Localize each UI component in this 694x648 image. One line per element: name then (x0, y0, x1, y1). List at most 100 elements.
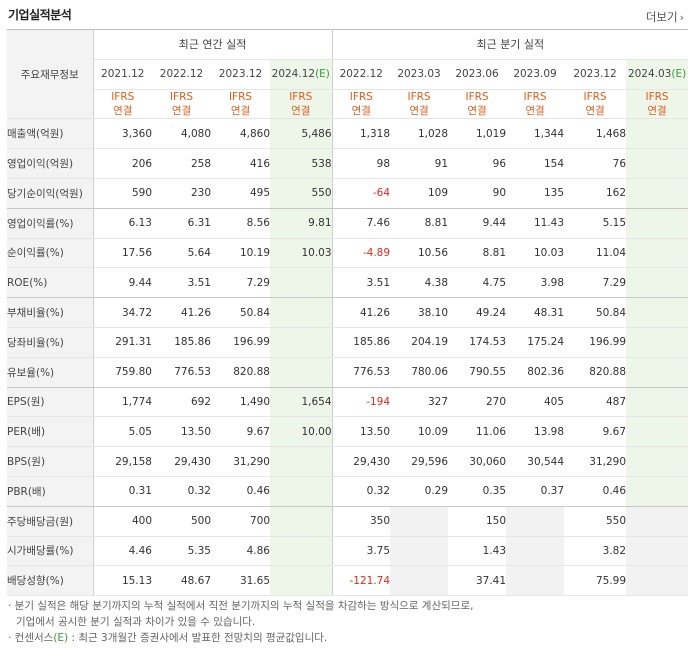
data-cell: 10.56 (390, 238, 449, 269)
data-cell: 0.37 (506, 476, 565, 507)
data-cell: 154 (506, 148, 565, 179)
data-cell: -194 (331, 387, 391, 418)
period-header: 2024.03(E) (626, 59, 689, 90)
row-label: PBR(배) (7, 476, 94, 507)
data-cell: 13.98 (506, 416, 565, 448)
basis-header: IFRS 연결 (390, 89, 449, 120)
data-cell: -4.89 (331, 238, 391, 269)
table-row: PBR(배) 0.31 0.32 0.46 0.32 0.29 0.35 0.37 0.46 (7, 476, 689, 507)
data-cell: 29,596 (390, 446, 449, 477)
more-label: 더보기 (645, 10, 678, 24)
data-cell: 4.86 (211, 536, 270, 567)
data-cell: 820.88 (564, 357, 627, 388)
data-cell: 327 (390, 387, 449, 418)
section-title: 기업실적분석 (8, 8, 72, 22)
row-label: 영업이익(억원) (7, 148, 94, 179)
data-cell: 4.38 (390, 267, 449, 299)
row-label: 순이익률(%) (7, 238, 94, 269)
row-label: 유보율(%) (7, 357, 94, 388)
data-cell: 780.06 (390, 357, 449, 388)
data-cell (626, 267, 689, 299)
data-cell: 175.24 (506, 327, 565, 358)
data-cell: 10.19 (211, 238, 270, 269)
data-cell (626, 148, 689, 179)
data-cell: 4.46 (93, 536, 152, 567)
row-label: 배당성향(%) (7, 565, 94, 597)
data-cell (626, 536, 689, 567)
data-cell: 9.67 (564, 416, 627, 448)
table-row: 배당성향(%) 15.13 48.67 31.65 -121.74 37.41 75.99 (7, 565, 689, 597)
data-cell: 802.36 (506, 357, 565, 388)
footnote-1-cont: 기업에서 공시한 분기 실적과 차이가 있을 수 있습니다. (16, 616, 256, 628)
basis-header: IFRS 연결 (270, 89, 333, 120)
data-cell: 0.46 (211, 476, 270, 507)
table-row: 시가배당률(%) 4.46 5.35 4.86 3.75 1.43 3.82 (7, 536, 689, 567)
data-cell: 48.67 (152, 565, 211, 597)
data-cell (506, 506, 565, 537)
data-cell: 5.15 (564, 208, 627, 239)
data-cell: 5.64 (152, 238, 211, 269)
data-cell: 5.35 (152, 536, 211, 567)
data-cell: 5.05 (93, 416, 152, 448)
data-cell: -64 (331, 178, 391, 209)
data-cell: 1,344 (506, 118, 565, 150)
table-row: 주당배당금(원) 400 500 700 350 150 550 (7, 506, 689, 537)
data-cell: 48.31 (506, 297, 565, 328)
data-cell: 550 (270, 178, 333, 209)
data-cell: 6.13 (93, 208, 152, 239)
data-cell: 9.81 (270, 208, 333, 239)
row-label: PER(배) (7, 416, 94, 448)
data-cell: 500 (152, 506, 211, 537)
data-cell: 590 (93, 178, 152, 209)
data-cell: 204.19 (390, 327, 449, 358)
data-cell (390, 565, 449, 597)
data-cell: 76 (564, 148, 627, 179)
data-cell: 30,060 (448, 446, 507, 477)
data-cell: 196.99 (211, 327, 270, 358)
data-cell: 10.03 (270, 238, 333, 269)
data-cell: 109 (390, 178, 449, 209)
data-cell: 350 (331, 506, 391, 537)
data-cell: 270 (448, 387, 507, 418)
data-cell: 10.00 (270, 416, 333, 448)
data-cell (626, 208, 689, 239)
footnote-2: · 컨센서스(E) : 최근 3개월간 증권사에서 발표한 전망치의 평균값입니… (8, 632, 328, 644)
data-cell (626, 178, 689, 209)
data-cell: 206 (93, 148, 152, 179)
data-cell: 230 (152, 178, 211, 209)
data-cell: 405 (506, 387, 565, 418)
data-cell: 37.41 (448, 565, 507, 597)
data-cell: 0.32 (152, 476, 211, 507)
table-row: 영업이익(억원) 206 258 416 538 98 91 96 154 76 (7, 148, 689, 179)
data-cell: 15.13 (93, 565, 152, 597)
more-link[interactable]: 더보기 › (646, 9, 684, 25)
data-cell: 49.24 (448, 297, 507, 328)
data-cell (270, 476, 333, 507)
data-cell: 8.81 (448, 238, 507, 269)
data-cell: 3.51 (152, 267, 211, 299)
data-cell: 50.84 (211, 297, 270, 328)
row-label: 시가배당률(%) (7, 536, 94, 567)
data-cell: 4,080 (152, 118, 211, 150)
period-header: 2023.12 (564, 59, 627, 90)
data-cell (626, 238, 689, 269)
period-header: 2024.12(E) (270, 59, 333, 90)
data-cell: 0.31 (93, 476, 152, 507)
data-cell: 4.75 (448, 267, 507, 299)
row-label: ROE(%) (7, 267, 94, 299)
data-cell: 400 (93, 506, 152, 537)
data-cell: 50.84 (564, 297, 627, 328)
data-cell: 3.51 (331, 267, 391, 299)
data-cell: 11.04 (564, 238, 627, 269)
basis-header: IFRS 연결 (564, 89, 627, 120)
data-cell (270, 357, 333, 388)
basis-header: IFRS 연결 (331, 89, 391, 120)
data-cell: 13.50 (152, 416, 211, 448)
data-cell: 29,430 (331, 446, 391, 477)
data-cell (390, 506, 449, 537)
basis-header: IFRS 연결 (448, 89, 507, 120)
table-row: BPS(원) 29,158 29,430 31,290 29,430 29,596 30,0… (7, 446, 689, 477)
data-cell: 7.29 (564, 267, 627, 299)
data-cell: 7.29 (211, 267, 270, 299)
data-cell: 31.65 (211, 565, 270, 597)
